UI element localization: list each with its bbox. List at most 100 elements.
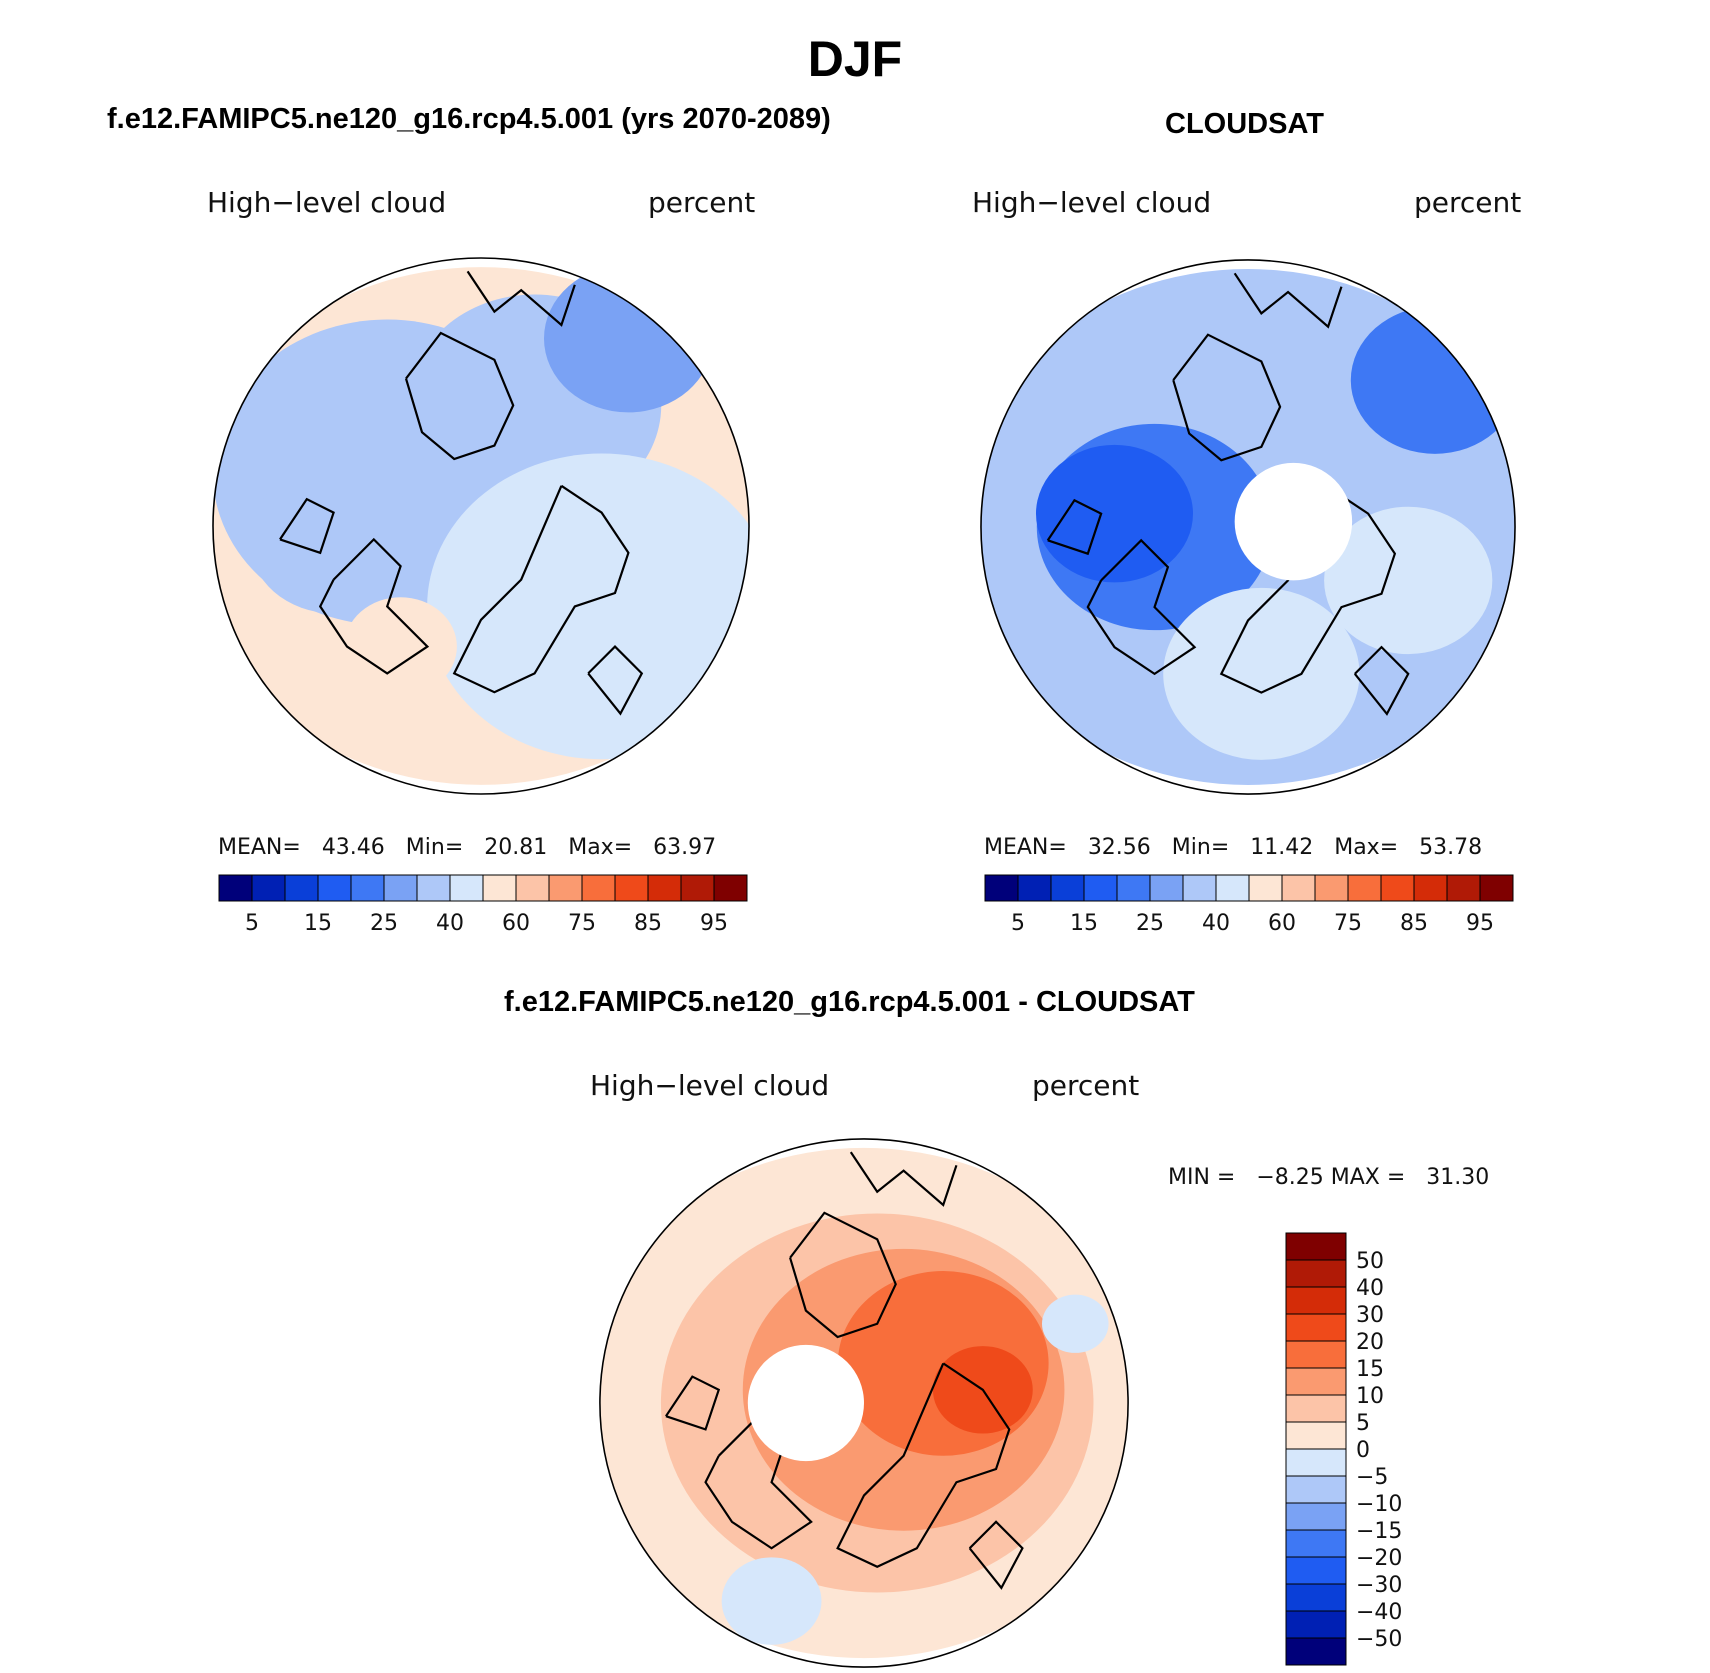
diff-coastline-2: [836, 1362, 1011, 1568]
model-max-value: 63.97: [653, 835, 717, 860]
diff-colorbar-box-6: [1285, 1394, 1347, 1423]
obs-panel-title: CLOUDSAT: [1165, 108, 1324, 140]
diff-colorbar-tick-4: 15: [1356, 1357, 1384, 1382]
model-colorbar-box-2: [284, 874, 319, 902]
obs-max-label: Max=: [1334, 835, 1399, 860]
diff-colorbar-tick-3: 20: [1356, 1330, 1384, 1355]
model-colorbar-box-3: [317, 874, 352, 902]
diff-polar-map: [599, 1138, 1129, 1668]
model-coastline-3: [279, 497, 335, 555]
model-coastline-0: [404, 331, 515, 461]
obs-colorbar-box-12: [1380, 874, 1415, 902]
obs-mean-label: MEAN=: [984, 835, 1067, 860]
obs-coastline-1: [1086, 538, 1197, 676]
diff-colorbar-box-5: [1285, 1367, 1347, 1396]
obs-coastline-2: [1219, 486, 1397, 694]
model-coastline-1: [318, 537, 430, 675]
diff-units-label: percent: [1032, 1069, 1140, 1102]
diff-colorbar-box-10: [1285, 1502, 1347, 1531]
model-colorbar-box-7: [449, 874, 484, 902]
obs-colorbar-tick-4: 60: [1268, 911, 1296, 936]
model-colorbar-tick-2: 25: [370, 911, 398, 936]
obs-field-group: [980, 269, 1516, 785]
model-colorbar-box-14: [680, 874, 715, 902]
obs-data-gap: [1234, 462, 1353, 581]
obs-colorbar-tick-0: 5: [1011, 911, 1025, 936]
model-colorbar-box-15: [713, 874, 748, 902]
obs-contour-5: [1163, 587, 1360, 760]
model-colorbar-tick-6: 85: [634, 911, 662, 936]
obs-contour-6: [1324, 506, 1493, 655]
obs-colorbar-box-10: [1314, 874, 1349, 902]
model-contour-5: [427, 453, 749, 760]
obs-colorbar-tick-6: 85: [1400, 911, 1428, 936]
diff-coastline-4: [968, 1520, 1024, 1590]
diff-colorbar-box-1: [1285, 1259, 1347, 1288]
model-stats: MEAN= 43.46 Min= 20.81 Max= 63.97: [218, 835, 716, 860]
obs-polar-map: [980, 259, 1516, 795]
model-colorbar-box-4: [350, 874, 385, 902]
diff-colorbar-tick-10: −15: [1356, 1519, 1402, 1544]
obs-stats: MEAN= 32.56 Min= 11.42 Max= 53.78: [984, 835, 1482, 860]
obs-colorbar-tick-5: 75: [1334, 911, 1362, 936]
model-coastline-2: [452, 484, 630, 694]
diff-colorbar-box-4: [1285, 1340, 1347, 1369]
obs-colorbar-box-3: [1083, 874, 1118, 902]
model-mean-value: 43.46: [321, 835, 385, 860]
model-mean-label: MEAN=: [218, 835, 301, 860]
model-colorbar-tick-1: 15: [304, 911, 332, 936]
model-min-value: 20.81: [484, 835, 548, 860]
obs-colorbar-box-0: [984, 874, 1019, 902]
model-max-label: Max=: [568, 835, 633, 860]
obs-colorbar-box-1: [1017, 874, 1052, 902]
diff-colorbar-tick-7: 0: [1356, 1438, 1370, 1463]
model-colorbar-box-10: [548, 874, 583, 902]
diff-colorbar-tick-13: −40: [1356, 1600, 1402, 1625]
diff-colorbar-box-0: [1285, 1232, 1347, 1261]
diff-colorbar-box-9: [1285, 1475, 1347, 1504]
model-contour-3: [249, 465, 419, 614]
model-coastlines: [279, 270, 644, 716]
model-coastline-5: [466, 270, 576, 327]
obs-coastlines: [1046, 272, 1410, 716]
main-title: DJF: [807, 31, 903, 87]
model-colorbar-box-13: [647, 874, 682, 902]
obs-colorbar-box-4: [1116, 874, 1151, 902]
diff-panel-title: f.e12.FAMIPC5.ne120_g16.rcp4.5.001 - CLO…: [504, 986, 1195, 1018]
diff-colorbar-box-12: [1285, 1556, 1347, 1585]
obs-colorbar-box-9: [1281, 874, 1316, 902]
obs-coastline-3: [1046, 498, 1103, 556]
obs-coastline-5: [1233, 272, 1343, 329]
diff-colorbar-box-2: [1285, 1286, 1347, 1315]
diff-colorbar-tick-1: 40: [1356, 1276, 1384, 1301]
diff-coastline-0: [789, 1211, 897, 1339]
obs-coastline-0: [1172, 333, 1282, 462]
model-colorbar-box-11: [581, 874, 616, 902]
diff-colorbar-tick-5: 10: [1356, 1384, 1384, 1409]
obs-colorbar-box-14: [1446, 874, 1481, 902]
model-colorbar-tick-3: 40: [436, 911, 464, 936]
diff-colorbar-box-14: [1285, 1610, 1347, 1639]
model-map-border: [212, 257, 750, 795]
obs-colorbar-box-11: [1347, 874, 1382, 902]
diff-colorbar-box-13: [1285, 1583, 1347, 1612]
model-colorbar-tick-0: 5: [245, 911, 259, 936]
model-colorbar-box-1: [251, 874, 286, 902]
model-colorbar-box-8: [482, 874, 517, 902]
model-polar-map: [212, 257, 750, 795]
diff-colorbar-tick-2: 30: [1356, 1303, 1384, 1328]
model-colorbar-tick-7: 95: [700, 911, 728, 936]
diff-data-gap: [747, 1344, 864, 1462]
obs-colorbar-box-6: [1182, 874, 1217, 902]
model-colorbar-tick-5: 75: [568, 911, 596, 936]
obs-min-value: 11.42: [1250, 835, 1314, 860]
obs-max-value: 53.78: [1419, 835, 1483, 860]
model-units-label: percent: [648, 186, 756, 219]
diff-coastline-5: [849, 1151, 958, 1207]
obs-colorbar-tick-2: 25: [1136, 911, 1164, 936]
diff-colorbar-tick-12: −30: [1356, 1573, 1402, 1598]
model-colorbar: 5 15 25 40 60 75 85 95: [218, 874, 748, 936]
model-min-label: Min=: [405, 835, 464, 860]
obs-map-border: [980, 259, 1516, 795]
